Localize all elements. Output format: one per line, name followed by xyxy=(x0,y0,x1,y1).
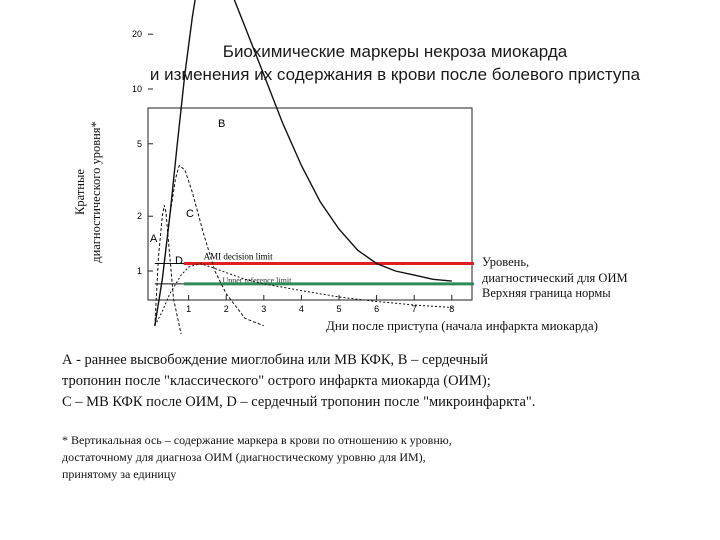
caption-line-1: А - раннее высвобождение миоглобина или … xyxy=(62,352,489,368)
chart-title: Биохимические маркеры некроза миокарда и… xyxy=(60,40,720,86)
x-tick-label: 1 xyxy=(186,304,191,314)
series-d-label: D xyxy=(175,255,183,267)
footnote-line-2: достаточному для диагноза ОИМ (диагности… xyxy=(62,450,426,464)
footnote: * Вертикальная ось – содержание маркера … xyxy=(62,432,682,483)
series-c-label: C xyxy=(186,208,194,220)
legend-red-line-1: Уровень, xyxy=(482,255,530,269)
footnote-line-3: принятому за единицу xyxy=(62,467,177,481)
x-axis-label: Дни после приступа (начала инфаркта миок… xyxy=(326,318,598,333)
upper-reference-annotation: Upper reference limit xyxy=(222,276,292,285)
plot-frame xyxy=(147,107,473,301)
x-tick-label: 6 xyxy=(374,304,379,314)
series-b-curve xyxy=(154,0,452,326)
y-tick-label: 20 xyxy=(132,29,142,39)
title-line-1: Биохимические маркеры некроза миокарда xyxy=(222,42,568,61)
series-d-curve xyxy=(154,262,452,327)
ami-decision-annotation: AMI decision limit xyxy=(204,251,273,261)
y-tick-label: 2 xyxy=(137,211,142,221)
caption-line-2: тропонин после "классического" острого и… xyxy=(62,373,491,389)
caption: А - раннее высвобождение миоглобина или … xyxy=(62,350,702,413)
y-tick-label: 10 xyxy=(132,84,142,94)
series-a-curve xyxy=(154,205,182,335)
caption-line-3: С – МВ КФК после ОИМ, D – сердечный троп… xyxy=(62,394,536,410)
series-c-curve xyxy=(154,164,264,327)
x-tick-label: 2 xyxy=(224,304,229,314)
legend-red-line-2: диагностический для ОИМ xyxy=(482,271,628,285)
series-b-label: B xyxy=(218,118,225,130)
x-tick-label: 7 xyxy=(412,304,417,314)
x-tick-label: 4 xyxy=(299,304,304,314)
legend-green: Верхняя граница нормы xyxy=(482,286,611,300)
x-tick-label: 5 xyxy=(336,304,341,314)
y-tick-label: 1 xyxy=(137,266,142,276)
footnote-line-1: * Вертикальная ось – содержание маркера … xyxy=(62,433,452,447)
x-tick-label: 8 xyxy=(449,304,454,314)
x-tick-label: 3 xyxy=(261,304,266,314)
legend-red: Уровень, диагностический для ОИМ xyxy=(482,254,628,286)
title-line-2: и изменения их содержания в крови после … xyxy=(149,65,641,84)
y-tick-label: 5 xyxy=(137,139,142,149)
series-a-label: A xyxy=(150,233,158,245)
